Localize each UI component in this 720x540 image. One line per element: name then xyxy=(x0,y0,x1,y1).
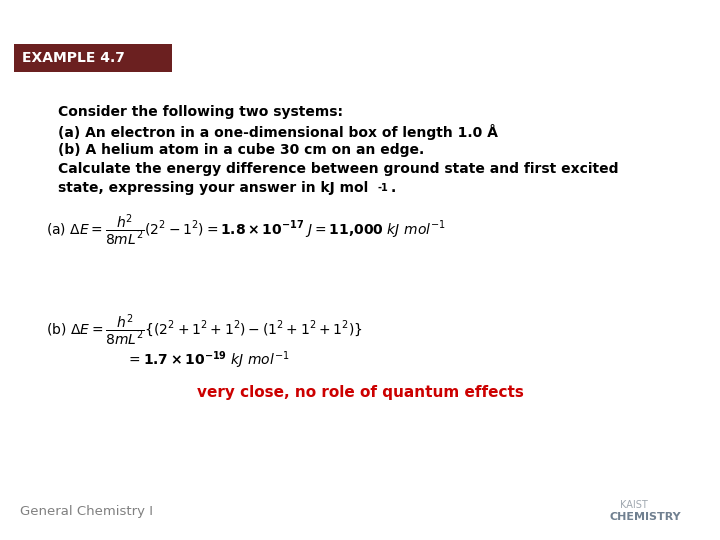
Text: -1: -1 xyxy=(378,183,389,193)
Text: General Chemistry I: General Chemistry I xyxy=(20,505,153,518)
Text: state, expressing your answer in kJ mol: state, expressing your answer in kJ mol xyxy=(58,181,368,195)
Text: (a) $\Delta E = \dfrac{h^2}{8mL^2}(2^2 - 1^2) = \mathbf{1.8 \times 10^{-17}}\ \m: (a) $\Delta E = \dfrac{h^2}{8mL^2}(2^2 -… xyxy=(46,212,446,248)
Text: EXAMPLE 4.7: EXAMPLE 4.7 xyxy=(22,51,125,65)
Text: KAIST: KAIST xyxy=(620,500,648,510)
Text: $= \mathbf{1.7 \times 10^{-19}}\ \mathit{kJ\ mol^{-1}}$: $= \mathbf{1.7 \times 10^{-19}}\ \mathit… xyxy=(126,349,289,371)
Text: (b) A helium atom in a cube 30 cm on an edge.: (b) A helium atom in a cube 30 cm on an … xyxy=(58,143,424,157)
Text: .: . xyxy=(391,181,396,195)
Text: (a) An electron in a one-dimensional box of length 1.0 Å: (a) An electron in a one-dimensional box… xyxy=(58,124,498,140)
Text: CHEMISTRY: CHEMISTRY xyxy=(610,512,682,522)
Text: (b) $\Delta E = \dfrac{h^2}{8mL^2}\{(2^2 + 1^2 + 1^2) - (1^2 + 1^2 + 1^2)\}$: (b) $\Delta E = \dfrac{h^2}{8mL^2}\{(2^2… xyxy=(46,312,363,348)
Text: Calculate the energy difference between ground state and first excited: Calculate the energy difference between … xyxy=(58,162,618,176)
FancyBboxPatch shape xyxy=(14,44,172,72)
Text: very close, no role of quantum effects: very close, no role of quantum effects xyxy=(197,384,523,400)
Text: Consider the following two systems:: Consider the following two systems: xyxy=(58,105,343,119)
